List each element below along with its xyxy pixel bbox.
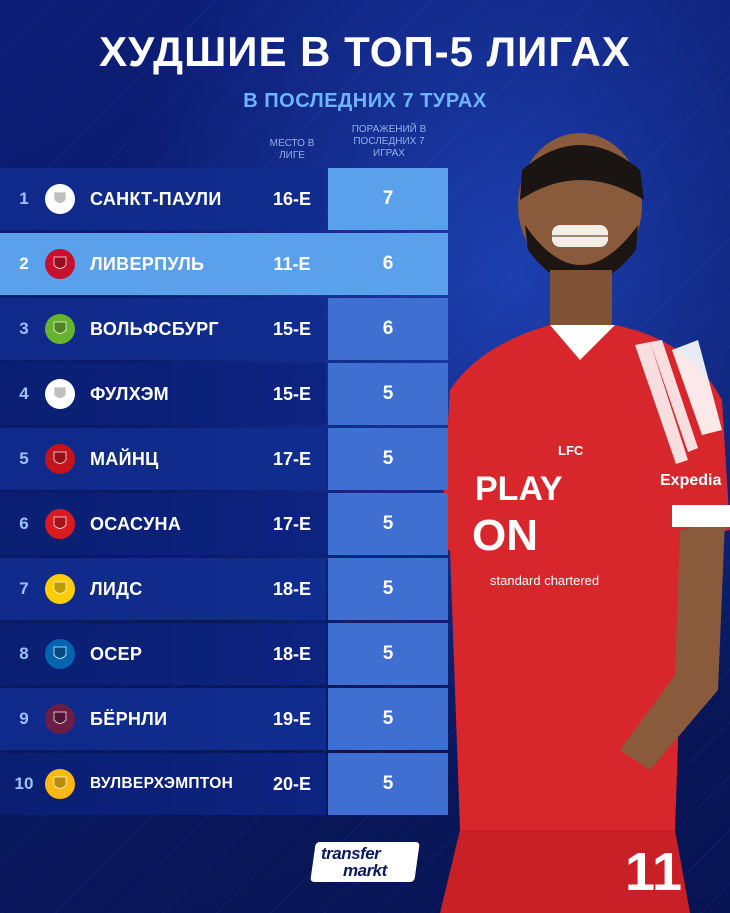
page-subtitle: В ПОСЛЕДНИХ 7 ТУРАХ <box>243 90 487 112</box>
leeds-crest-icon <box>45 574 75 604</box>
liverpool-crest-icon <box>45 249 75 279</box>
logo-line-2: markt <box>343 861 387 880</box>
row-rank: 4 <box>19 384 29 403</box>
row-team-name: ФУЛХЭМ <box>90 383 169 404</box>
column-header-losses-label: ПОРАЖЕНИЙ В ПОСЛЕДНИХ 7 ИГРАХ <box>351 124 427 159</box>
row-league-place: 17-Е <box>272 513 312 534</box>
column-header-place: МЕСТО В ЛИГЕ <box>262 138 322 162</box>
row-team-name: ОСЕР <box>90 643 143 664</box>
row-rank: 3 <box>19 319 29 338</box>
osasuna-crest-icon <box>45 509 75 539</box>
column-header-losses: ПОРАЖЕНИЙ В ПОСЛЕДНИХ 7 ИГРАХ <box>340 124 438 160</box>
row-league-place: 15-Е <box>272 383 312 404</box>
row-rank: 8 <box>19 644 29 663</box>
table-row: 3 ВОЛЬФСБУРГ 15-Е 6 <box>0 298 448 360</box>
table-row: 4 ФУЛХЭМ 15-Е 5 <box>0 363 448 425</box>
shirt-number: 11 <box>625 842 682 902</box>
sponsor-play: PLAY <box>475 470 563 508</box>
row-team-name: ЛИВЕРПУЛЬ <box>90 253 205 274</box>
sponsor-standard-chartered: standard chartered <box>490 573 599 588</box>
page-title: ХУДШИЕ В ТОП-5 ЛИГАХ <box>99 28 631 75</box>
row-losses: 5 <box>328 558 448 620</box>
club-badge-text: LFC <box>558 443 584 458</box>
row-losses: 7 <box>328 168 448 230</box>
row-rank: 7 <box>19 579 29 598</box>
row-losses: 5 <box>328 428 448 490</box>
row-rank: 10 <box>14 774 34 793</box>
table-row: 1 САНКТ-ПАУЛИ 16-Е 7 <box>0 168 448 230</box>
fulham-crest-icon <box>45 379 75 409</box>
row-league-place: 16-Е <box>272 188 312 209</box>
row-rank: 6 <box>19 514 29 533</box>
table-row: 2 ЛИВЕРПУЛЬ 11-Е 6 <box>0 233 448 295</box>
row-league-place: 18-Е <box>272 578 312 599</box>
row-team-name: САНКТ-ПАУЛИ <box>90 188 222 209</box>
row-losses: 6 <box>382 253 394 274</box>
logo-line-1: transfer <box>321 844 381 863</box>
row-league-place: 18-Е <box>272 643 312 664</box>
row-league-place: 19-Е <box>272 708 312 729</box>
row-team-name: МАЙНЦ <box>90 448 159 469</box>
row-losses: 5 <box>328 753 448 815</box>
table-row: 5 МАЙНЦ 17-Е 5 <box>0 428 448 490</box>
row-rank: 9 <box>19 709 29 728</box>
row-league-place: 15-Е <box>272 318 312 339</box>
row-team-name: ЛИДС <box>90 578 143 599</box>
row-losses: 5 <box>328 688 448 750</box>
sleeve-sponsor: Expedia <box>660 472 721 489</box>
row-team-name: БЁРНЛИ <box>90 708 168 729</box>
table-row: 6 ОСАСУНА 17-Е 5 <box>0 493 448 555</box>
row-rank: 2 <box>19 254 29 273</box>
burnley-crest-icon <box>45 704 75 734</box>
table-row: 10 ВУЛВЕРХЭМПТОН 20-Е 5 <box>0 753 448 815</box>
sponsor-on: ON <box>472 511 538 560</box>
mainz-crest-icon <box>45 444 75 474</box>
row-league-place: 20-Е <box>272 773 312 794</box>
table-row: 8 ОСЕР 18-Е 5 <box>0 623 448 685</box>
row-team-name: ОСАСУНА <box>90 513 182 534</box>
table-row: 9 БЁРНЛИ 19-Е 5 <box>0 688 448 750</box>
table-row: 7 ЛИДС 18-Е 5 <box>0 558 448 620</box>
row-losses: 5 <box>328 623 448 685</box>
st-pauli-crest-icon <box>45 184 75 214</box>
auxerre-crest-icon <box>45 639 75 669</box>
row-rank: 1 <box>19 189 29 208</box>
row-league-place: 11-Е <box>273 253 311 274</box>
row-losses: 5 <box>328 493 448 555</box>
row-rank: 5 <box>19 449 29 468</box>
row-team-name: ВУЛВЕРХЭМПТОН <box>90 775 234 792</box>
wolves-crest-icon <box>45 769 75 799</box>
row-losses: 5 <box>328 363 448 425</box>
transfermarkt-logo: transfer markt <box>310 842 420 882</box>
column-header-place-label: МЕСТО В ЛИГЕ <box>269 138 315 161</box>
player-photo: 11 PLAY ON standard chartered Expedia LF… <box>440 133 730 913</box>
row-losses: 6 <box>328 298 448 360</box>
row-team-name: ВОЛЬФСБУРГ <box>90 318 219 339</box>
row-league-place: 17-Е <box>272 448 312 469</box>
wolfsburg-crest-icon <box>45 314 75 344</box>
